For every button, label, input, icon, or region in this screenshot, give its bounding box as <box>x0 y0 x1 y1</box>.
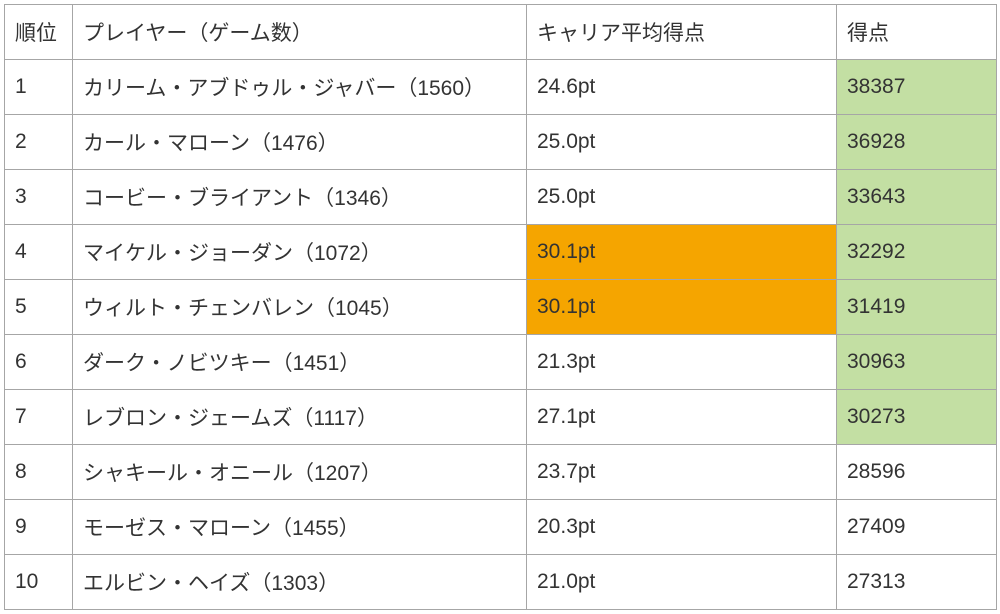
table-row: 1カリーム・アブドゥル・ジャバー（1560）24.6pt38387 <box>5 60 997 115</box>
cell-pts: 36928 <box>837 115 997 170</box>
cell-avg: 30.1pt <box>527 280 837 335</box>
table-row: 8シャキール・オニール（1207）23.7pt28596 <box>5 445 997 500</box>
table-row: 10エルビン・ヘイズ（1303）21.0pt27313 <box>5 555 997 610</box>
col-header-player: プレイヤー（ゲーム数） <box>73 5 527 60</box>
cell-pts: 30273 <box>837 390 997 445</box>
cell-rank: 7 <box>5 390 73 445</box>
table-body: 1カリーム・アブドゥル・ジャバー（1560）24.6pt383872カール・マロ… <box>5 60 997 610</box>
cell-rank: 2 <box>5 115 73 170</box>
cell-rank: 4 <box>5 225 73 280</box>
cell-rank: 8 <box>5 445 73 500</box>
cell-player: モーゼス・マローン（1455） <box>73 500 527 555</box>
table-header-row: 順位 プレイヤー（ゲーム数） キャリア平均得点 得点 <box>5 5 997 60</box>
cell-rank: 5 <box>5 280 73 335</box>
table-row: 4マイケル・ジョーダン（1072）30.1pt32292 <box>5 225 997 280</box>
cell-pts: 27409 <box>837 500 997 555</box>
cell-avg: 27.1pt <box>527 390 837 445</box>
cell-player: シャキール・オニール（1207） <box>73 445 527 500</box>
cell-avg: 23.7pt <box>527 445 837 500</box>
cell-player: コービー・ブライアント（1346） <box>73 170 527 225</box>
cell-avg: 30.1pt <box>527 225 837 280</box>
cell-player: カリーム・アブドゥル・ジャバー（1560） <box>73 60 527 115</box>
cell-avg: 21.0pt <box>527 555 837 610</box>
cell-player: マイケル・ジョーダン（1072） <box>73 225 527 280</box>
col-header-pts: 得点 <box>837 5 997 60</box>
cell-avg: 20.3pt <box>527 500 837 555</box>
cell-rank: 9 <box>5 500 73 555</box>
cell-pts: 31419 <box>837 280 997 335</box>
table-row: 2カール・マローン（1476）25.0pt36928 <box>5 115 997 170</box>
cell-rank: 1 <box>5 60 73 115</box>
cell-avg: 25.0pt <box>527 115 837 170</box>
cell-rank: 3 <box>5 170 73 225</box>
cell-player: ウィルト・チェンバレン（1045） <box>73 280 527 335</box>
cell-player: カール・マローン（1476） <box>73 115 527 170</box>
table-row: 9モーゼス・マローン（1455）20.3pt27409 <box>5 500 997 555</box>
cell-pts: 38387 <box>837 60 997 115</box>
cell-avg: 24.6pt <box>527 60 837 115</box>
scoring-leaders-table: 順位 プレイヤー（ゲーム数） キャリア平均得点 得点 1カリーム・アブドゥル・ジ… <box>4 4 997 610</box>
cell-avg: 21.3pt <box>527 335 837 390</box>
table-row: 7レブロン・ジェームズ（1117）27.1pt30273 <box>5 390 997 445</box>
cell-pts: 33643 <box>837 170 997 225</box>
table-row: 5ウィルト・チェンバレン（1045）30.1pt31419 <box>5 280 997 335</box>
col-header-rank: 順位 <box>5 5 73 60</box>
cell-pts: 32292 <box>837 225 997 280</box>
cell-rank: 10 <box>5 555 73 610</box>
cell-player: エルビン・ヘイズ（1303） <box>73 555 527 610</box>
cell-player: レブロン・ジェームズ（1117） <box>73 390 527 445</box>
cell-pts: 30963 <box>837 335 997 390</box>
cell-avg: 25.0pt <box>527 170 837 225</box>
cell-player: ダーク・ノビツキー（1451） <box>73 335 527 390</box>
table-row: 6ダーク・ノビツキー（1451）21.3pt30963 <box>5 335 997 390</box>
cell-rank: 6 <box>5 335 73 390</box>
col-header-avg: キャリア平均得点 <box>527 5 837 60</box>
cell-pts: 27313 <box>837 555 997 610</box>
table-row: 3コービー・ブライアント（1346）25.0pt33643 <box>5 170 997 225</box>
cell-pts: 28596 <box>837 445 997 500</box>
